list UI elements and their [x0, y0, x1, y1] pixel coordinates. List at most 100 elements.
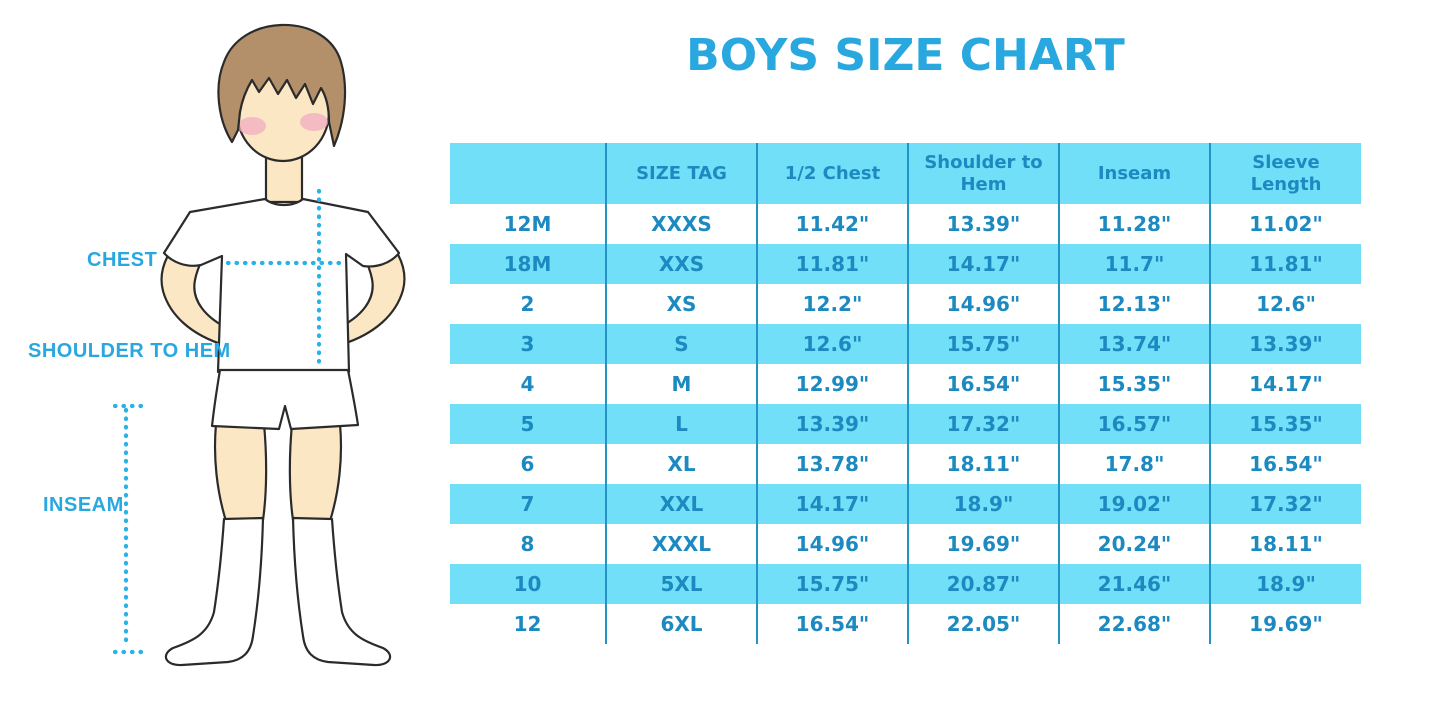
size-tag-cell: XL [606, 444, 758, 484]
inseam-cell: 13.74" [1059, 324, 1211, 364]
half-chest-cell: 13.78" [757, 444, 909, 484]
sleeve-length-cell: 18.9" [1210, 564, 1361, 604]
size-chart-table-body: 12M XXXS 11.42" 13.39" 11.28" 11.02" 18M… [450, 204, 1361, 644]
boy-shorts [210, 368, 360, 431]
shoulder-to-hem-cell: 18.11" [908, 444, 1060, 484]
half-chest-cell: 11.42" [757, 204, 909, 244]
size-cell: 10 [450, 564, 607, 604]
column-header-shoulder-to-hem: Shoulder to Hem [908, 143, 1060, 204]
blush-right [300, 113, 328, 131]
half-chest-cell: 13.39" [757, 404, 909, 444]
size-tag-cell: XXS [606, 244, 758, 284]
size-cell: 8 [450, 524, 607, 564]
shoulder-to-hem-cell: 22.05" [908, 604, 1060, 644]
half-chest-cell: 16.54" [757, 604, 909, 644]
table-row: 12 6XL 16.54" 22.05" 22.68" 19.69" [450, 604, 1361, 644]
size-tag-cell: 5XL [606, 564, 758, 604]
table-row: 3 S 12.6" 15.75" 13.74" 13.39" [450, 324, 1361, 364]
table-row: 18M XXS 11.81" 14.17" 11.7" 11.81" [450, 244, 1361, 284]
size-cell: 12 [450, 604, 607, 644]
size-tag-cell: XXXL [606, 524, 758, 564]
size-cell: 4 [450, 364, 607, 404]
sleeve-length-cell: 13.39" [1210, 324, 1361, 364]
boy-sock-right [291, 516, 392, 667]
boy-leg-left [213, 422, 268, 523]
sleeve-length-cell: 11.81" [1210, 244, 1361, 284]
half-chest-cell: 12.2" [757, 284, 909, 324]
column-header-sleeve-length: Sleeve Length [1210, 143, 1361, 204]
inseam-measure-line [112, 403, 144, 655]
inseam-label: INSEAM [43, 494, 124, 516]
size-cell: 2 [450, 284, 607, 324]
boy-hair [217, 23, 347, 148]
table-row: 4 M 12.99" 16.54" 15.35" 14.17" [450, 364, 1361, 404]
table-row: 6 XL 13.78" 18.11" 17.8" 16.54" [450, 444, 1361, 484]
table-row: 8 XXXL 14.96" 19.69" 20.24" 18.11" [450, 524, 1361, 564]
size-tag-cell: L [606, 404, 758, 444]
size-cell: 18M [450, 244, 607, 284]
inseam-cell: 21.46" [1059, 564, 1211, 604]
shoulder-to-hem-cell: 15.75" [908, 324, 1060, 364]
size-tag-cell: 6XL [606, 604, 758, 644]
half-chest-cell: 14.96" [757, 524, 909, 564]
size-cell: 6 [450, 444, 607, 484]
inseam-cell: 12.13" [1059, 284, 1211, 324]
boy-sock-left [164, 516, 265, 667]
sleeve-length-cell: 18.11" [1210, 524, 1361, 564]
size-tag-cell: XXXS [606, 204, 758, 244]
shoulder-to-hem-cell: 16.54" [908, 364, 1060, 404]
size-tag-cell: XS [606, 284, 758, 324]
boy-leg-right [288, 422, 343, 523]
table-row: 7 XXL 14.17" 18.9" 19.02" 17.32" [450, 484, 1361, 524]
inseam-cell: 19.02" [1059, 484, 1211, 524]
size-tag-cell: S [606, 324, 758, 364]
table-header-row: SIZE TAG 1/2 Chest Shoulder to Hem Insea… [450, 143, 1361, 204]
sleeve-length-cell: 19.69" [1210, 604, 1361, 644]
shoulder-to-hem-label: SHOULDER TO HEM [28, 340, 231, 362]
shoulder-to-hem-cell: 18.9" [908, 484, 1060, 524]
size-cell: 12M [450, 204, 607, 244]
shoulder-to-hem-cell: 13.39" [908, 204, 1060, 244]
inseam-cell: 17.8" [1059, 444, 1211, 484]
inseam-cell: 20.24" [1059, 524, 1211, 564]
table-row: 2 XS 12.2" 14.96" 12.13" 12.6" [450, 284, 1361, 324]
size-cell: 5 [450, 404, 607, 444]
shoulder-to-hem-cell: 17.32" [908, 404, 1060, 444]
size-tag-cell: XXL [606, 484, 758, 524]
inseam-cell: 11.7" [1059, 244, 1211, 284]
column-header-half-chest: 1/2 Chest [757, 143, 909, 204]
half-chest-cell: 11.81" [757, 244, 909, 284]
page-title: BOYS SIZE CHART [686, 30, 1125, 81]
sleeve-length-cell: 12.6" [1210, 284, 1361, 324]
size-cell: 7 [450, 484, 607, 524]
column-header-size [450, 143, 607, 204]
table-row: 10 5XL 15.75" 20.87" 21.46" 18.9" [450, 564, 1361, 604]
blush-left [238, 117, 266, 135]
inseam-cell: 22.68" [1059, 604, 1211, 644]
half-chest-cell: 12.6" [757, 324, 909, 364]
size-chart-table: SIZE TAG 1/2 Chest Shoulder to Hem Insea… [450, 143, 1361, 644]
table-row: 12M XXXS 11.42" 13.39" 11.28" 11.02" [450, 204, 1361, 244]
inseam-cell: 16.57" [1059, 404, 1211, 444]
sleeve-length-cell: 17.32" [1210, 484, 1361, 524]
size-cell: 3 [450, 324, 607, 364]
sleeve-length-cell: 15.35" [1210, 404, 1361, 444]
half-chest-cell: 14.17" [757, 484, 909, 524]
shoulder-to-hem-cell: 20.87" [908, 564, 1060, 604]
size-tag-cell: M [606, 364, 758, 404]
table-row: 5 L 13.39" 17.32" 16.57" 15.35" [450, 404, 1361, 444]
inseam-cell: 11.28" [1059, 204, 1211, 244]
chest-label: CHEST [87, 249, 158, 271]
column-header-inseam: Inseam [1059, 143, 1211, 204]
shoulder-to-hem-cell: 14.17" [908, 244, 1060, 284]
boy-figure-illustration [112, 23, 406, 667]
half-chest-cell: 15.75" [757, 564, 909, 604]
sleeve-length-cell: 16.54" [1210, 444, 1361, 484]
shoulder-to-hem-cell: 14.96" [908, 284, 1060, 324]
sleeve-length-cell: 14.17" [1210, 364, 1361, 404]
sleeve-length-cell: 11.02" [1210, 204, 1361, 244]
shoulder-to-hem-cell: 19.69" [908, 524, 1060, 564]
column-header-size-tag: SIZE TAG [606, 143, 758, 204]
half-chest-cell: 12.99" [757, 364, 909, 404]
